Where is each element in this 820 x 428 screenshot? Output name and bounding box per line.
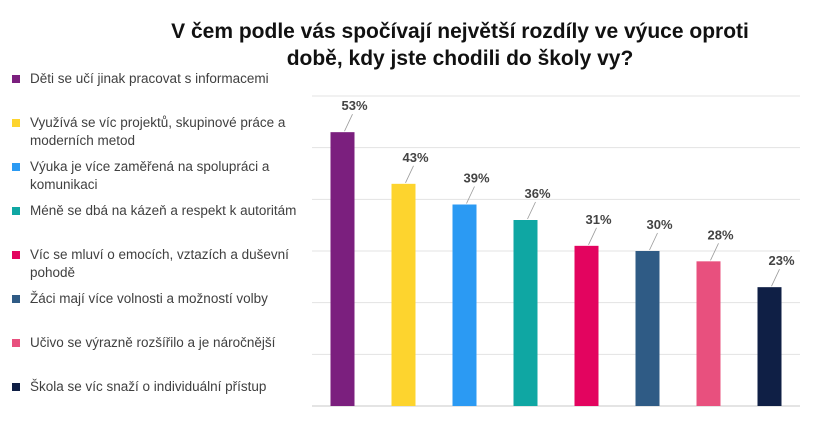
bar	[330, 132, 355, 406]
legend-label: Učivo se výrazně rozšířilo a je náročněj…	[30, 335, 276, 350]
bar	[757, 287, 782, 406]
legend-item: Učivo se výrazně rozšířilo a je náročněj…	[12, 334, 302, 378]
legend-label: Víc se mluví o emocích, vztazích a dušev…	[30, 247, 289, 280]
legend-item: Děti se učí jinak pracovat s informacemi	[12, 70, 302, 114]
legend-swatch	[12, 383, 20, 391]
bar-value-label: 39%	[463, 171, 489, 186]
legend-swatch	[12, 339, 20, 347]
legend-label: Děti se učí jinak pracovat s informacemi	[30, 71, 269, 86]
legend-swatch	[12, 75, 20, 83]
legend-item: Výuka je více zaměřená na spolupráci a k…	[12, 158, 302, 202]
legend: Děti se učí jinak pracovat s informacemi…	[12, 70, 302, 422]
legend-label: Využívá se víc projektů, skupinové práce…	[30, 115, 286, 148]
label-leader-line	[588, 227, 597, 246]
bar-value-label: 30%	[646, 217, 672, 232]
bar	[513, 220, 538, 406]
bar	[391, 183, 416, 406]
legend-swatch	[12, 295, 20, 303]
bar	[574, 245, 599, 406]
legend-item: Méně se dbá na kázeň a respekt k autorit…	[12, 202, 302, 246]
bar-value-label: 23%	[768, 253, 794, 268]
legend-swatch	[12, 163, 20, 171]
bar-value-label: 43%	[402, 150, 428, 165]
bar-value-label: 31%	[585, 212, 611, 227]
bar	[696, 261, 721, 406]
label-leader-line	[466, 186, 475, 204]
legend-label: Žáci mají více volnosti a možností volby	[30, 291, 268, 306]
bar	[452, 204, 477, 406]
label-leader-line	[771, 268, 780, 287]
legend-item: Využívá se víc projektů, skupinové práce…	[12, 114, 302, 158]
label-leader-line	[649, 232, 658, 251]
label-leader-line	[710, 243, 719, 261]
legend-swatch	[12, 119, 20, 127]
legend-label: Škola se víc snaží o individuální přístu…	[30, 379, 267, 394]
bar-value-label: 36%	[524, 186, 550, 201]
chart-title: V čem podle vás spočívají největší rozdí…	[171, 20, 749, 70]
legend-item: Škola se víc snaží o individuální přístu…	[12, 378, 302, 422]
legend-swatch	[12, 207, 20, 215]
bar	[635, 251, 660, 406]
legend-item: Žáci mají více volnosti a možností volby	[12, 290, 302, 334]
label-leader-line	[527, 201, 536, 220]
legend-swatch	[12, 251, 20, 259]
label-leader-line	[405, 165, 414, 184]
bar-value-label: 28%	[707, 227, 733, 242]
bar-value-label: 53%	[341, 98, 367, 113]
legend-label: Výuka je více zaměřená na spolupráci a k…	[30, 159, 270, 192]
label-leader-line	[344, 113, 353, 132]
legend-label: Méně se dbá na kázeň a respekt k autorit…	[30, 203, 297, 218]
legend-item: Víc se mluví o emocích, vztazích a dušev…	[12, 246, 302, 290]
